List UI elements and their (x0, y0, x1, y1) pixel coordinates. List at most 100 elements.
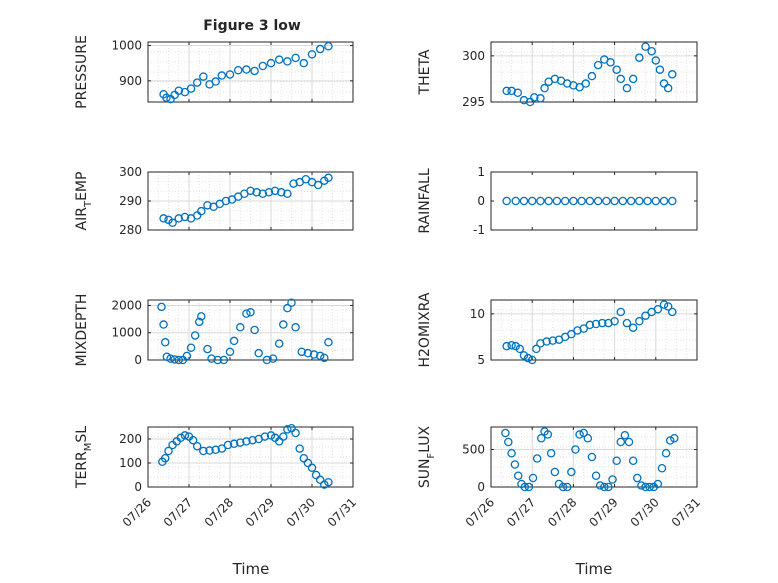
panel-8-point-16 (558, 482, 568, 492)
panel-7-ytick-label-1: 100 (119, 456, 142, 470)
panel-5-point-24 (262, 355, 272, 365)
panel-3-point-8 (203, 201, 212, 210)
panel-2-axes-frame (490, 41, 698, 103)
panel-7-point-10 (199, 446, 208, 456)
panel-6-point-20 (610, 316, 619, 326)
panel-1-point-15 (250, 66, 259, 76)
panel-8-point-31 (620, 430, 630, 440)
panel-5-point-15 (213, 355, 222, 365)
panel-5-point-34 (315, 351, 325, 361)
panel-6-point-16 (585, 320, 595, 330)
panel-7-point-11 (205, 446, 214, 455)
panel-7-point-32 (311, 470, 321, 480)
panel-7-point-35 (324, 477, 333, 487)
panel-2-point-24 (641, 42, 650, 51)
panel-4-ytick-label-0: -1 (473, 223, 485, 237)
panel-7-point-15 (229, 439, 239, 449)
panel-5-point-27 (279, 320, 288, 329)
panel-7-xtick-label-4: 07/30 (284, 495, 318, 529)
panel-8-ytick-label-0: 0 (477, 480, 485, 494)
panel-4-point-15 (626, 196, 636, 206)
panel-4-point-12 (602, 196, 611, 206)
panel-7-point-25 (283, 425, 292, 434)
panel-5-point-1 (159, 320, 168, 329)
panel-4-point-7 (560, 196, 570, 206)
panel-8-xtick-label-3: 07/29 (586, 495, 620, 529)
panel-6-axes-frame (490, 299, 698, 361)
panel-3-point-4 (180, 212, 190, 222)
panel-2-point-29 (663, 83, 673, 93)
panel-8-point-42 (665, 436, 675, 445)
panel-7-point-24 (279, 432, 288, 441)
panel-7-point-14 (223, 440, 233, 450)
panel-1-ytick-label-1: 1000 (111, 39, 142, 53)
panel-5-point-21 (246, 308, 255, 317)
panel-8-point-13 (546, 448, 556, 458)
panel-6-point-10 (548, 336, 558, 345)
panel-3-point-20 (276, 188, 286, 197)
panel-1-point-17 (266, 58, 276, 68)
panel-8-point-2 (507, 448, 516, 458)
panel-6-point-28 (659, 300, 669, 309)
panel-4-point-18 (651, 196, 661, 206)
panel-3-point-18 (264, 188, 274, 197)
panel-8-xtick-label-4: 07/30 (628, 495, 662, 529)
panel-5-ylabel: MIXDEPTH (74, 294, 90, 367)
panel-1-point-7 (192, 78, 202, 87)
panel-1-point-11 (217, 71, 227, 80)
figure-title: Figure 3 low (203, 18, 301, 34)
panel-1-point-16 (258, 61, 268, 71)
panel-5-point-25 (268, 354, 278, 363)
panel-2-point-22 (628, 74, 638, 84)
panel-8-xtick-label-5: 07/31 (669, 495, 703, 529)
panel-1-point-19 (283, 57, 292, 66)
panel-5-point-12 (197, 312, 206, 321)
panel-8-axes-frame (490, 426, 698, 488)
panel-2-point-21 (622, 83, 632, 93)
panel-3-point-21 (283, 189, 292, 198)
panel-4-point-14 (618, 196, 628, 206)
panel-8-point-0 (501, 428, 510, 438)
panel-7-point-23 (274, 437, 284, 446)
panel-2-point-13 (575, 82, 584, 92)
panel-5-point-23 (254, 348, 263, 358)
panel-8-xtick-label-0: 07/26 (463, 495, 497, 529)
panel-5-point-19 (235, 323, 245, 332)
panel-2-point-6 (536, 94, 545, 103)
panel-7-point-27 (291, 428, 300, 438)
panel-5-point-11 (194, 317, 204, 327)
panel-1-point-5 (180, 87, 190, 97)
panel-7-point-34 (320, 480, 329, 489)
panel-1: 900 1000 PRESSURE (74, 35, 354, 109)
panel-3: 280 290 300 AIRTEMP (74, 165, 354, 237)
panel-7-point-28 (295, 444, 304, 453)
panel-1-ytick-label-0: 900 (119, 74, 142, 88)
panel-4-point-6 (552, 196, 562, 206)
panel-1-point-6 (186, 84, 196, 93)
panel-3-point-19 (270, 186, 280, 196)
panel-5-point-8 (182, 351, 192, 361)
panel-8-point-33 (628, 456, 638, 465)
panel-8-point-23 (587, 452, 597, 462)
panel-5-point-17 (225, 347, 235, 357)
panel-5-point-9 (186, 343, 196, 352)
panel-6-point-23 (628, 323, 638, 332)
panel-6-point-0 (502, 341, 511, 351)
panel-6-point-25 (641, 311, 650, 320)
panel-5-point-31 (297, 347, 306, 357)
panel-8-point-36 (641, 482, 650, 492)
panel-2-point-14 (581, 79, 591, 88)
panel-7-point-16 (235, 438, 245, 447)
panel-6-point-18 (597, 318, 607, 328)
panel-3-point-2 (168, 218, 177, 227)
panel-6-ytick-label-1: 10 (470, 307, 485, 321)
panel-1-point-4 (174, 86, 183, 95)
panel-1-point-1 (162, 93, 171, 103)
panel-6-point-15 (579, 324, 588, 333)
panel-8-point-26 (600, 482, 609, 492)
panel-5-ytick-label-0: 0 (134, 353, 142, 367)
panel-7: 0 100 200 TERRMSL 07/26 07/27 07/28 07/29 07/30 0… (74, 423, 359, 530)
panel-7-xtick-label-0: 07/26 (120, 495, 154, 529)
panel-7-point-5 (176, 433, 186, 443)
panel-7-xtick-label-1: 07/27 (161, 495, 195, 529)
